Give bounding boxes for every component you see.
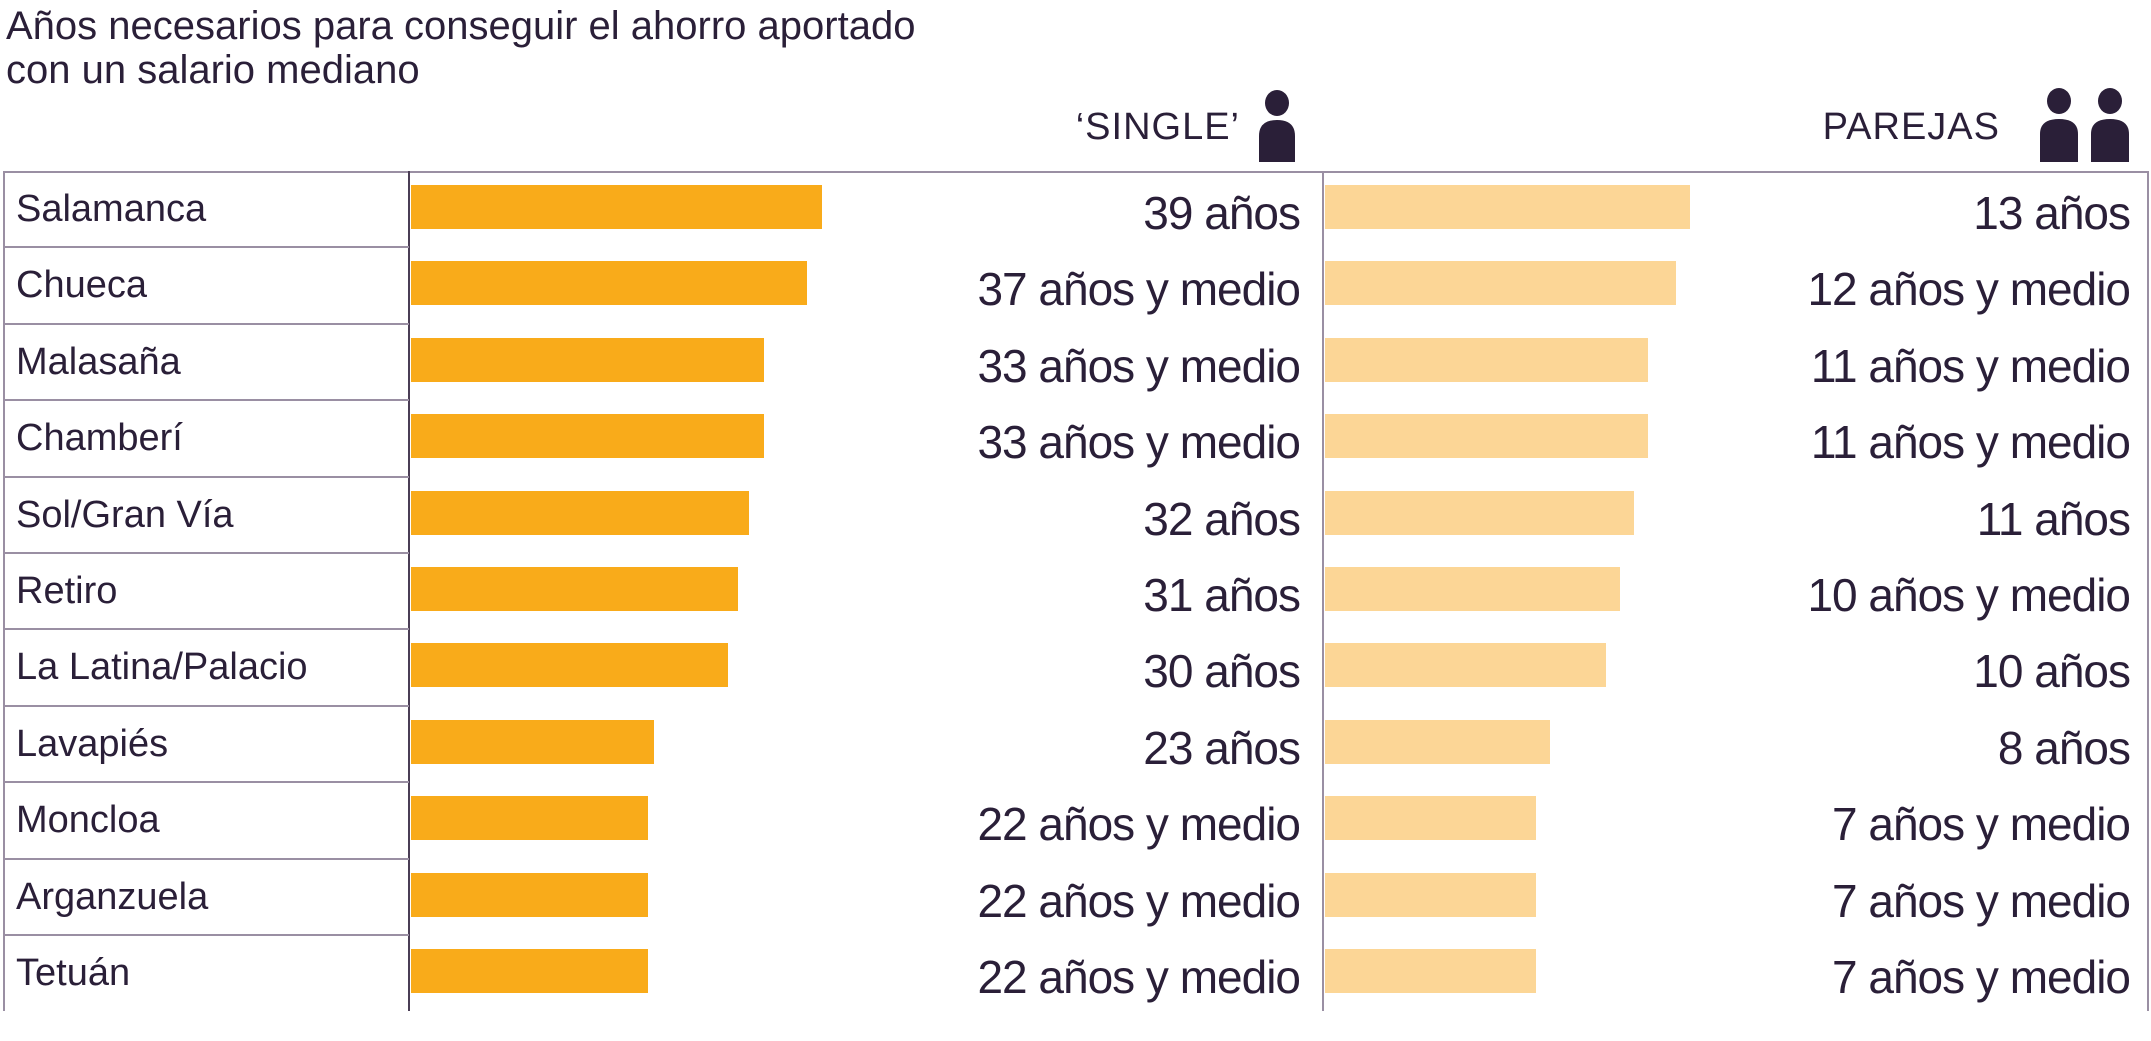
parejas-value-label: 10 años y medio xyxy=(1807,569,2131,621)
single-bar xyxy=(411,643,728,688)
series-divider xyxy=(1322,171,1324,1011)
series-header-single: ‘SINGLE’ xyxy=(1075,106,1240,148)
parejas-value-label: 12 años y medio xyxy=(1807,263,2131,316)
single-value-label: 31 años xyxy=(1143,569,1301,621)
single-bar xyxy=(411,949,649,993)
row-separator xyxy=(3,704,409,707)
series-header-parejas: PAREJAS xyxy=(1822,106,2000,148)
category-label: Salamanca xyxy=(16,188,207,230)
row-separator xyxy=(3,552,409,554)
single-bar xyxy=(411,261,807,306)
chart-frame xyxy=(3,171,2149,1011)
single-bar xyxy=(411,719,654,764)
person-icon xyxy=(1259,90,1295,162)
single-bar xyxy=(411,796,649,841)
row-separator xyxy=(3,857,409,860)
parejas-value-label: 11 años y medio xyxy=(1810,339,2131,392)
row-separator xyxy=(3,475,409,478)
single-value-label: 22 años y medio xyxy=(977,951,1301,1003)
single-bar xyxy=(411,414,765,459)
row-separator xyxy=(3,628,409,631)
row-separator xyxy=(3,781,409,784)
row-separator xyxy=(3,246,409,249)
parejas-bar xyxy=(1325,643,1606,688)
parejas-bar xyxy=(1325,796,1536,841)
single-value-label: 22 años y medio xyxy=(977,874,1301,927)
parejas-bar xyxy=(1325,185,1691,229)
single-bar xyxy=(411,567,739,611)
title-line-1: Años necesarios para conseguir el ahorro… xyxy=(6,4,916,48)
category-label: La Latina/Palacio xyxy=(16,646,308,689)
single-value-label: 33 años y medio xyxy=(977,416,1301,469)
parejas-value-label: 13 años xyxy=(1973,187,2131,239)
parejas-value-label: 11 años xyxy=(1976,492,2131,545)
category-label: Retiro xyxy=(16,570,118,612)
parejas-bar xyxy=(1325,337,1649,382)
category-label: Sol/Gran Vía xyxy=(16,493,234,536)
single-value-label: 30 años xyxy=(1143,645,1301,698)
single-value-label: 22 años y medio xyxy=(977,798,1301,851)
single-value-label: 33 años y medio xyxy=(977,339,1301,392)
category-label: Lavapiés xyxy=(16,722,169,765)
category-label: Tetuán xyxy=(16,952,131,994)
parejas-value-label: 10 años xyxy=(1973,645,2131,698)
category-label: Chamberí xyxy=(16,417,183,460)
parejas-bar xyxy=(1325,949,1536,993)
parejas-bar xyxy=(1325,872,1536,917)
parejas-value-label: 8 años xyxy=(1997,721,2131,774)
row-separator xyxy=(3,399,409,402)
parejas-bar xyxy=(1325,490,1635,535)
single-value-label: 39 años xyxy=(1143,187,1301,239)
single-bar xyxy=(411,490,749,535)
category-label: Malasaña xyxy=(16,340,181,383)
parejas-bar xyxy=(1325,567,1621,611)
single-bar xyxy=(411,185,823,229)
parejas-bar xyxy=(1325,261,1677,306)
category-label: Chueca xyxy=(16,264,147,307)
title-line-2: con un salario mediano xyxy=(6,48,420,92)
parejas-bar xyxy=(1325,719,1550,764)
single-bar xyxy=(411,872,649,917)
single-value-label: 23 años xyxy=(1143,721,1301,774)
parejas-value-label: 11 años y medio xyxy=(1810,416,2131,469)
parejas-value-label: 7 años y medio xyxy=(1832,874,2131,927)
category-label: Arganzuela xyxy=(16,875,209,918)
single-bar xyxy=(411,337,765,382)
single-value-label: 32 años xyxy=(1143,492,1301,545)
parejas-bar xyxy=(1325,414,1649,459)
chart-title: Años necesarios para conseguir el ahorro… xyxy=(6,4,915,92)
row-separator xyxy=(3,322,409,325)
category-label: Moncloa xyxy=(16,799,160,842)
single-value-label: 37 años y medio xyxy=(977,263,1301,316)
two-persons-icon xyxy=(2040,88,2129,162)
parejas-value-label: 7 años y medio xyxy=(1832,951,2131,1003)
parejas-value-label: 7 años y medio xyxy=(1832,798,2131,851)
row-separator xyxy=(3,934,409,936)
name-column-divider xyxy=(408,171,410,1011)
